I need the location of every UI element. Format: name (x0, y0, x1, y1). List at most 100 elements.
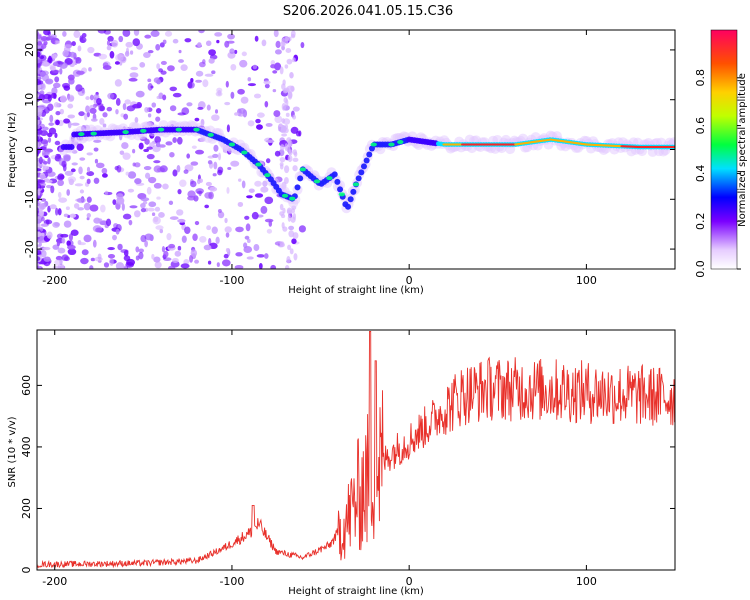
noise-blob (81, 249, 89, 256)
snr-x-tick-label: 0 (406, 575, 413, 588)
noise-blob (291, 57, 296, 63)
noise-blob (114, 61, 120, 65)
noise-blob (292, 157, 299, 162)
noise-blob (281, 37, 286, 46)
noise-blob (195, 70, 204, 77)
colorbar-label: Normalized spectral amplitude (737, 73, 748, 227)
snr-series-line (37, 331, 675, 569)
ridge-highlight (157, 127, 165, 132)
noise-blob (288, 225, 295, 231)
ridge-highlight (207, 132, 214, 137)
noise-blob (67, 74, 75, 81)
noise-blob (83, 234, 92, 243)
noise-blob (153, 256, 161, 263)
snr-y-tick-label: 200 (20, 498, 33, 519)
noise-blob (172, 38, 179, 44)
noise-blob (66, 189, 70, 196)
noise-blob (93, 147, 99, 152)
noise-blob (190, 180, 197, 188)
ridge-mark (345, 203, 352, 210)
noise-blob (86, 217, 90, 221)
noise-blob (251, 211, 259, 220)
noise-blob (124, 50, 130, 57)
noise-blob (237, 88, 245, 95)
noise-blob (184, 38, 192, 43)
noise-blob (159, 228, 164, 234)
spectrogram-y-tick-label: -10 (23, 190, 36, 208)
snr-y-tick-label: 0 (20, 567, 33, 574)
noise-blob (86, 111, 90, 118)
noise-blob (39, 175, 47, 180)
noise-blob (275, 40, 281, 49)
noise-blob (154, 206, 161, 212)
noise-blob (244, 235, 250, 240)
noise-blob (45, 78, 54, 85)
noise-blob (224, 217, 228, 224)
noise-blob (132, 38, 141, 47)
noise-blob (204, 204, 210, 209)
noise-blob (168, 243, 176, 249)
noise-blob (208, 49, 217, 56)
noise-blob (86, 196, 92, 203)
noise-blob (286, 58, 293, 65)
noise-blob (285, 47, 292, 54)
noise-blob (260, 186, 269, 193)
noise-blob (51, 87, 58, 95)
noise-blob (287, 91, 293, 100)
noise-blob (146, 146, 153, 150)
noise-blob (77, 207, 85, 211)
noise-blob (61, 160, 67, 168)
noise-blob (266, 139, 275, 143)
noise-blob (254, 193, 264, 198)
ridge-mark (358, 169, 365, 176)
noise-blob (138, 251, 144, 260)
noise-blob (37, 57, 42, 64)
colorbar-tick-label: 0.0 (694, 260, 707, 278)
noise-blob (97, 30, 107, 34)
noise-blob (235, 252, 243, 257)
noise-blob (261, 39, 267, 47)
noise-blob (144, 34, 152, 39)
noise-blob (147, 207, 155, 212)
ridge-highlight (289, 196, 296, 201)
noise-blob (212, 153, 219, 158)
noise-blob (162, 183, 169, 190)
ridge-mark (350, 188, 357, 195)
noise-blob (57, 61, 64, 65)
noise-blob (247, 120, 255, 127)
noise-blob (98, 53, 108, 60)
ridge-mark (331, 171, 338, 178)
noise-blob (102, 112, 108, 118)
noise-blob (101, 167, 108, 174)
noise-blob (151, 253, 155, 260)
noise-blob (112, 199, 117, 206)
noise-blob (38, 156, 43, 165)
ridge-highlight (338, 192, 346, 197)
noise-blob (55, 207, 59, 216)
noise-blob (47, 57, 53, 64)
spectrogram-x-tick-label: 0 (406, 274, 413, 287)
noise-blob (95, 162, 105, 169)
ridge-highlight (388, 142, 395, 147)
noise-blob (274, 115, 283, 124)
noise-blob (126, 258, 136, 266)
noise-blob (162, 94, 167, 101)
noise-blob (133, 210, 141, 218)
noise-blob (129, 205, 138, 209)
noise-blob (246, 195, 253, 199)
noise-blob (148, 176, 157, 184)
noise-blob (86, 166, 91, 173)
noise-blob (292, 114, 297, 120)
noise-blob (77, 45, 82, 52)
noise-blob (223, 253, 229, 259)
noise-blob (284, 64, 289, 69)
noise-blob (42, 246, 51, 251)
ridge-core (671, 145, 675, 149)
noise-blob (37, 265, 40, 269)
noise-blob (295, 131, 301, 137)
noise-blob (176, 136, 183, 145)
ridge-mark (337, 186, 344, 193)
noise-blob (209, 186, 218, 192)
noise-blob (180, 263, 190, 269)
